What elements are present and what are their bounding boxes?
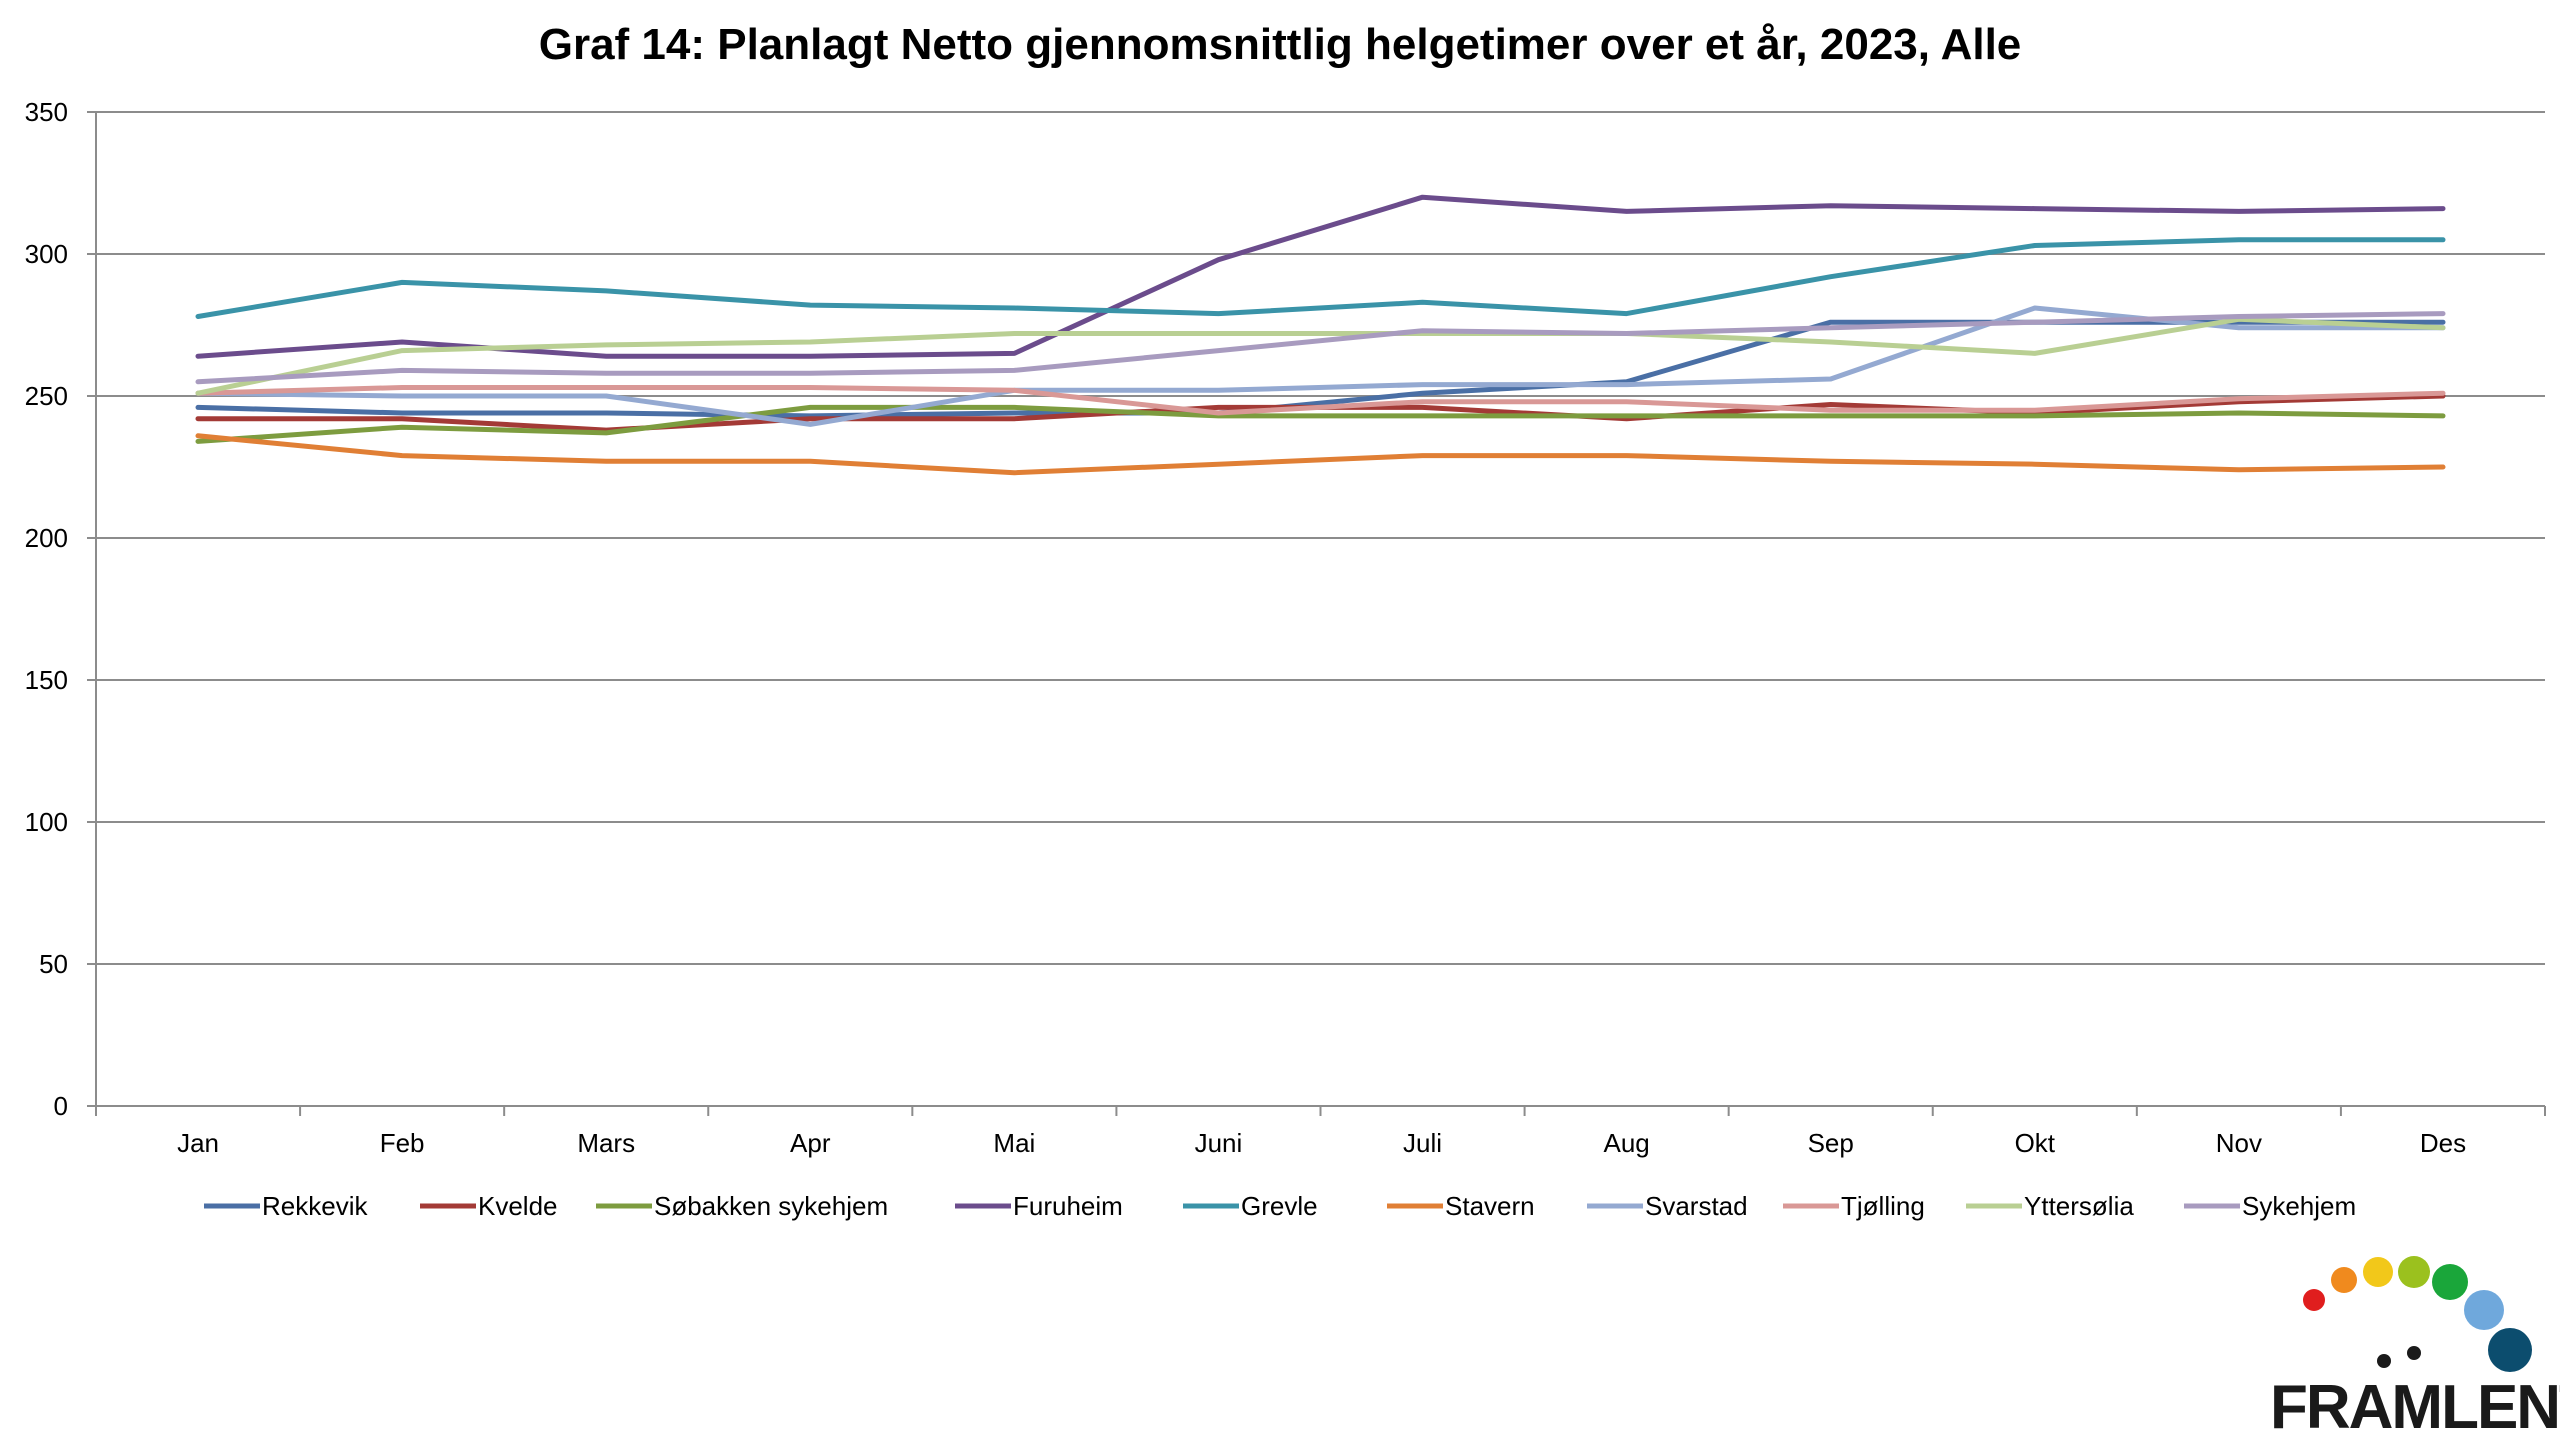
legend-item: Rekkevik [204, 1191, 368, 1221]
legend-label: Furuheim [1013, 1191, 1123, 1221]
series-line-grevle [195, 237, 2446, 319]
y-tick-label: 300 [25, 239, 68, 269]
logo-dot [2398, 1256, 2430, 1288]
legend-label: Yttersølia [2024, 1191, 2134, 1221]
legend-label: Søbakken sykehjem [654, 1191, 888, 1221]
legend-label: Grevle [1241, 1191, 1318, 1221]
x-tick-label: Apr [790, 1128, 831, 1158]
axes [95, 112, 2545, 1107]
logo-dot [2464, 1290, 2504, 1330]
legend-item: Furuheim [955, 1191, 1123, 1221]
legend-item: Søbakken sykehjem [596, 1191, 888, 1221]
series-line-rekkevik [195, 319, 2446, 419]
legend-label: Stavern [1445, 1191, 1535, 1221]
legend-item: Stavern [1387, 1191, 1535, 1221]
logo-dot [2363, 1257, 2393, 1287]
legend-label: Svarstad [1645, 1191, 1748, 1221]
legend-label: Tjølling [1841, 1191, 1925, 1221]
y-tick-label: 350 [25, 97, 68, 127]
x-tick-label: Mai [993, 1128, 1035, 1158]
logo-i-dot-2 [2407, 1346, 2421, 1360]
x-tick-label: Aug [1603, 1128, 1649, 1158]
legend-item: Grevle [1183, 1191, 1318, 1221]
series-line-svarstad [195, 305, 2446, 427]
series-line-tjølling [195, 385, 2446, 416]
y-tick-label: 50 [39, 949, 68, 979]
x-tick-label: Jan [177, 1128, 219, 1158]
series-line-yttersølia [195, 316, 2446, 396]
legend-item: Tjølling [1783, 1191, 1925, 1221]
legend-item: Kvelde [420, 1191, 558, 1221]
logo-dot [2432, 1264, 2468, 1300]
x-tick-label: Nov [2216, 1128, 2262, 1158]
legend-item: Svarstad [1587, 1191, 1748, 1221]
x-tick-label: Juni [1195, 1128, 1243, 1158]
y-tick-labels: 0 50 100 150 200 250 300 350 [25, 97, 68, 1121]
x-tick-label: Mars [577, 1128, 635, 1158]
legend-item: Sykehjem [2184, 1191, 2356, 1221]
chart-title: Graf 14: Planlagt Netto gjennomsnittlig … [538, 20, 2022, 69]
y-tick-label: 200 [25, 523, 68, 553]
grid-lines [87, 111, 2546, 1116]
logo-i-dot-1 [2377, 1354, 2391, 1368]
legend-label: Kvelde [478, 1191, 558, 1221]
logo-dots [2303, 1256, 2532, 1372]
y-tick-label: 0 [54, 1091, 68, 1121]
logo-text: FRAMLENT [2270, 1373, 2560, 1440]
series-line-furuheim [195, 194, 2446, 359]
legend-label: Sykehjem [2242, 1191, 2356, 1221]
x-tick-label: Feb [380, 1128, 425, 1158]
x-tick-labels: Jan Feb Mars Apr Mai Juni Juli Aug Sep Okt Nov Des [177, 1128, 2466, 1158]
x-tick-label: Sep [1808, 1128, 1854, 1158]
framlent-logo: FRAMLENT [2270, 1256, 2560, 1440]
y-tick-label: 250 [25, 381, 68, 411]
logo-dot [2488, 1328, 2532, 1372]
y-tick-label: 100 [25, 807, 68, 837]
logo-dot [2303, 1289, 2325, 1311]
x-tick-label: Des [2420, 1128, 2466, 1158]
x-tick-label: Juli [1403, 1128, 1442, 1158]
x-tick-label: Okt [2015, 1128, 2056, 1158]
series-line-stavern [195, 433, 2446, 476]
y-tick-label: 150 [25, 665, 68, 695]
logo-dot [2331, 1267, 2357, 1293]
legend: Rekkevik Kvelde Søbakken sykehjem Furuheim G… [204, 1191, 2356, 1221]
series-line-sykehjem [195, 311, 2446, 385]
series-lines [195, 194, 2446, 476]
legend-item: Yttersølia [1966, 1191, 2134, 1221]
legend-label: Rekkevik [262, 1191, 368, 1221]
series-line-søbakken-sykehjem [195, 404, 2446, 444]
